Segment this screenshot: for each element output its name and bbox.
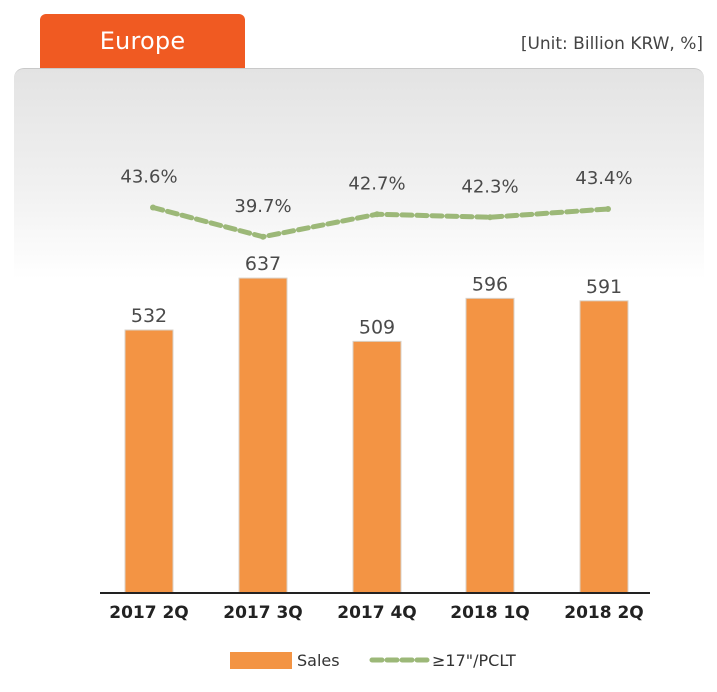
region-tab[interactable]: Europe	[40, 14, 245, 68]
bar-value-label: 596	[472, 273, 508, 295]
line-point	[605, 206, 611, 212]
line-point	[260, 233, 266, 240]
line-value-labels: 43.6% 39.7% 42.7% 42.3% 43.4%	[120, 167, 632, 217]
x-tick-label: 2018 2Q	[564, 603, 644, 623]
line-value-label: 39.7%	[234, 196, 291, 217]
line-series	[150, 204, 611, 240]
line-path	[150, 205, 611, 240]
bar-value-label: 637	[245, 253, 281, 275]
x-tick-label: 2018 1Q	[450, 603, 530, 623]
bar	[352, 340, 402, 594]
bar-value-label: 532	[131, 305, 167, 327]
line-point	[374, 211, 380, 218]
x-axis-tick-labels: 2017 2Q 2017 3Q 2017 4Q 2018 1Q 2018 2Q	[109, 603, 644, 623]
bar	[579, 300, 629, 594]
bar-value-label: 591	[586, 276, 622, 298]
line-point	[487, 214, 493, 221]
line-value-label: 42.3%	[461, 176, 518, 197]
bar-value-labels: 532 637 509 596 591	[131, 253, 622, 338]
bar-value-label: 509	[359, 316, 395, 338]
legend-label-line: ≥17"/PCLT	[432, 651, 516, 670]
legend: Sales ≥17"/PCLT	[230, 651, 516, 670]
bar	[465, 297, 515, 594]
bar-series	[124, 277, 629, 594]
x-tick-label: 2017 4Q	[337, 603, 417, 623]
line-value-label: 43.6%	[120, 167, 177, 188]
line-value-label: 43.4%	[575, 168, 632, 189]
bar	[238, 277, 288, 594]
legend-swatch-sales	[230, 652, 292, 669]
legend-label-sales: Sales	[297, 651, 340, 670]
bar	[124, 329, 174, 594]
line-value-label: 42.7%	[348, 173, 405, 194]
unit-label: [Unit: Billion KRW, %]	[520, 34, 703, 54]
line-point	[150, 204, 156, 211]
x-tick-label: 2017 3Q	[223, 603, 303, 623]
x-tick-label: 2017 2Q	[109, 603, 189, 623]
